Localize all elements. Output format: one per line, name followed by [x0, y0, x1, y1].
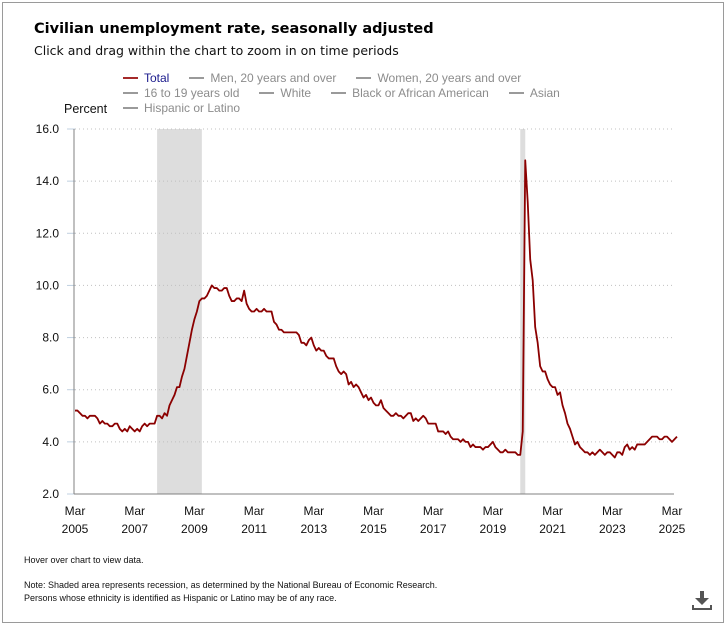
chart-subtitle: Click and drag within the chart to zoom …: [34, 43, 399, 58]
legend-item-total[interactable]: Total: [123, 71, 169, 85]
x-tick-label-month: Mar: [542, 504, 563, 518]
x-tick-label-year: 2005: [62, 522, 89, 536]
legend-label: Women, 20 years and over: [377, 71, 522, 85]
legend-label: Total: [144, 71, 170, 85]
legend-item-men-20-over[interactable]: Men, 20 years and over: [189, 71, 336, 85]
legend-item-asian[interactable]: Asian: [508, 86, 560, 100]
chart-title: Civilian unemployment rate, seasonally a…: [34, 21, 434, 37]
x-tick-label-year: 2019: [480, 522, 507, 536]
legend-row-1: Total Men, 20 years and over Women, 20 yea…: [123, 68, 541, 85]
x-tick-label-year: 2017: [420, 522, 447, 536]
recession-band: [157, 129, 202, 494]
download-icon: [692, 591, 712, 610]
legend-label: 16 to 19 years old: [144, 86, 240, 100]
x-tick-label-month: Mar: [65, 504, 86, 518]
x-tick-label-month: Mar: [483, 504, 504, 518]
x-tick-label-year: 2011: [241, 522, 267, 536]
legend-label: Men, 20 years and over: [210, 71, 337, 85]
x-tick-label-year: 2023: [599, 522, 626, 536]
y-tick-label: 12.0: [36, 226, 60, 240]
y-tick-label: 2.0: [42, 487, 59, 501]
y-tick-label: 14.0: [36, 174, 60, 188]
x-tick-label-month: Mar: [602, 504, 623, 518]
legend-swatch: [123, 92, 138, 94]
y-tick-label: 8.0: [42, 331, 59, 345]
recession-band: [520, 129, 526, 494]
x-tick-label-month: Mar: [124, 504, 145, 518]
x-tick-label-year: 2021: [539, 522, 566, 536]
y-tick-label: 4.0: [42, 435, 59, 449]
y-tick-label: 16.0: [36, 122, 60, 136]
legend-item-hispanic[interactable]: Hispanic or Latino: [123, 101, 240, 115]
hover-hint: Hover over chart to view data.: [24, 555, 144, 565]
legend-swatch: [259, 92, 275, 94]
x-tick-label-month: Mar: [244, 504, 265, 518]
legend-label: Asian: [529, 86, 560, 100]
legend-row-2: 16 to 19 years old White Black or African …: [123, 83, 580, 100]
x-tick-label-year: 2007: [121, 522, 148, 536]
series-line-total: [75, 159, 678, 459]
legend-swatch: [331, 92, 347, 94]
x-tick-label-month: Mar: [662, 504, 683, 518]
x-tick-label-month: Mar: [423, 504, 444, 518]
legend-label: White: [280, 86, 312, 100]
legend-item-white[interactable]: White: [259, 86, 311, 100]
recession-layer: [157, 129, 526, 494]
legend-item-black[interactable]: Black or African American: [331, 86, 489, 100]
legend-swatch: [123, 107, 138, 109]
x-tick-label-year: 2015: [360, 522, 387, 536]
legend-swatch: [508, 92, 524, 94]
note-hispanic: Persons whose ethnicity is identified as…: [24, 592, 337, 603]
note-recession: Note: Shaded area represents recession, …: [24, 580, 438, 590]
y-axis-label: Percent: [64, 102, 108, 116]
x-tick-label-month: Mar: [184, 504, 205, 518]
legend-swatch: [356, 77, 372, 79]
legend-item-women-20-over[interactable]: Women, 20 years and over: [356, 71, 521, 85]
download-button[interactable]: [690, 588, 714, 612]
label-layer: 2.0 4.0 6.0 8.0 10.0 12.0 14.0 16.0 Mar 2005 Mar 20…: [36, 122, 686, 536]
series-layer: [75, 159, 678, 459]
legend-swatch: [189, 77, 205, 79]
x-tick-label-year: 2009: [181, 522, 208, 536]
y-tick-label: 10.0: [36, 278, 60, 292]
axis-layer: [67, 128, 674, 495]
y-tick-label: 6.0: [42, 383, 59, 397]
x-tick-label-year: 2013: [300, 522, 327, 536]
x-tick-label-month: Mar: [363, 504, 384, 518]
legend-item-16-to-19[interactable]: 16 to 19 years old: [123, 86, 239, 100]
chart-note: Note: Shaded area represents recession, …: [24, 579, 437, 604]
legend-label: Black or African American: [352, 86, 489, 100]
legend-row-3: Hispanic or Latino: [123, 98, 260, 115]
x-tick-label-month: Mar: [303, 504, 324, 518]
legend-swatch: [123, 77, 138, 79]
x-tick-label-year: 2025: [659, 522, 686, 536]
legend-label: Hispanic or Latino: [144, 101, 241, 115]
